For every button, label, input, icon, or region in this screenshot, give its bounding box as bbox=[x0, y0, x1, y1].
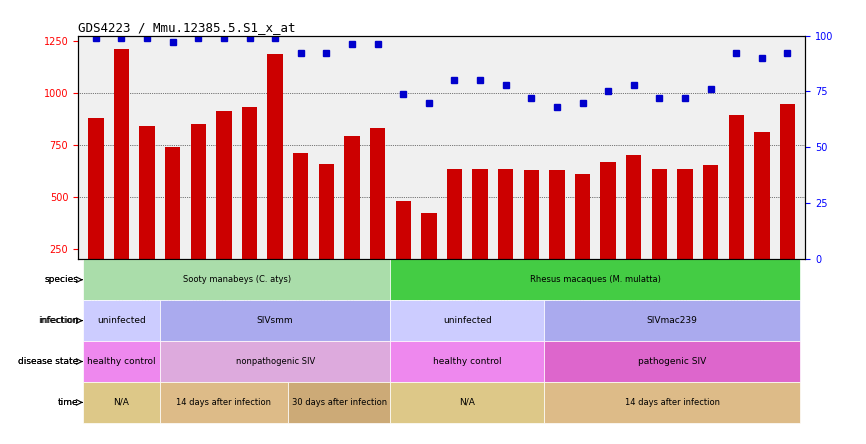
Text: species: species bbox=[44, 275, 78, 284]
Text: Rhesus macaques (M. mulatta): Rhesus macaques (M. mulatta) bbox=[530, 275, 661, 284]
Bar bbox=[447, 169, 462, 301]
Bar bbox=[160, 300, 391, 341]
Bar bbox=[677, 169, 693, 301]
Bar bbox=[88, 118, 104, 301]
Bar bbox=[242, 107, 257, 301]
Text: species: species bbox=[44, 275, 79, 284]
Bar bbox=[524, 170, 539, 301]
Bar bbox=[544, 300, 800, 341]
Bar bbox=[703, 165, 718, 301]
Text: 14 days after infection: 14 days after infection bbox=[177, 398, 271, 407]
Bar bbox=[83, 341, 160, 382]
Bar bbox=[345, 136, 359, 301]
Bar bbox=[160, 341, 391, 382]
Text: N/A: N/A bbox=[459, 398, 475, 407]
Bar bbox=[370, 128, 385, 301]
Bar bbox=[396, 201, 411, 301]
Text: disease state: disease state bbox=[18, 357, 79, 366]
Bar bbox=[319, 163, 334, 301]
Text: SIVmac239: SIVmac239 bbox=[647, 316, 698, 325]
Text: infection: infection bbox=[38, 316, 78, 325]
Text: 30 days after infection: 30 days after infection bbox=[292, 398, 387, 407]
Text: SIVsmm: SIVsmm bbox=[257, 316, 294, 325]
Bar bbox=[391, 382, 544, 423]
Bar bbox=[391, 259, 800, 300]
Bar bbox=[549, 170, 565, 301]
Bar bbox=[83, 259, 391, 300]
Bar bbox=[83, 382, 160, 423]
Bar bbox=[544, 382, 800, 423]
Bar bbox=[191, 124, 206, 301]
Bar bbox=[293, 153, 308, 301]
Text: uninfected: uninfected bbox=[443, 316, 492, 325]
Bar bbox=[165, 147, 180, 301]
Bar bbox=[288, 382, 391, 423]
Bar bbox=[498, 169, 514, 301]
Text: uninfected: uninfected bbox=[97, 316, 145, 325]
Bar bbox=[575, 174, 591, 301]
Bar bbox=[779, 104, 795, 301]
Bar bbox=[160, 382, 288, 423]
Text: nonpathogenic SIV: nonpathogenic SIV bbox=[236, 357, 315, 366]
Bar bbox=[600, 163, 616, 301]
Text: pathogenic SIV: pathogenic SIV bbox=[638, 357, 707, 366]
Bar bbox=[139, 126, 155, 301]
Bar bbox=[268, 54, 283, 301]
Bar bbox=[754, 132, 770, 301]
Bar bbox=[626, 155, 642, 301]
Bar bbox=[391, 341, 544, 382]
Bar bbox=[391, 300, 544, 341]
Text: disease state: disease state bbox=[18, 357, 78, 366]
Text: N/A: N/A bbox=[113, 398, 129, 407]
Bar bbox=[216, 111, 231, 301]
Text: GDS4223 / Mmu.12385.5.S1_x_at: GDS4223 / Mmu.12385.5.S1_x_at bbox=[78, 21, 295, 34]
Text: healthy control: healthy control bbox=[87, 357, 156, 366]
Bar bbox=[652, 169, 667, 301]
Bar bbox=[544, 341, 800, 382]
Text: Sooty manabeys (C. atys): Sooty manabeys (C. atys) bbox=[183, 275, 291, 284]
Bar bbox=[472, 169, 488, 301]
Text: 14 days after infection: 14 days after infection bbox=[624, 398, 720, 407]
Text: infection: infection bbox=[39, 316, 79, 325]
Bar bbox=[421, 214, 436, 301]
Bar bbox=[83, 300, 160, 341]
Text: healthy control: healthy control bbox=[433, 357, 501, 366]
Bar bbox=[728, 115, 744, 301]
Text: time: time bbox=[58, 398, 79, 407]
Text: time: time bbox=[57, 398, 78, 407]
Bar bbox=[113, 49, 129, 301]
